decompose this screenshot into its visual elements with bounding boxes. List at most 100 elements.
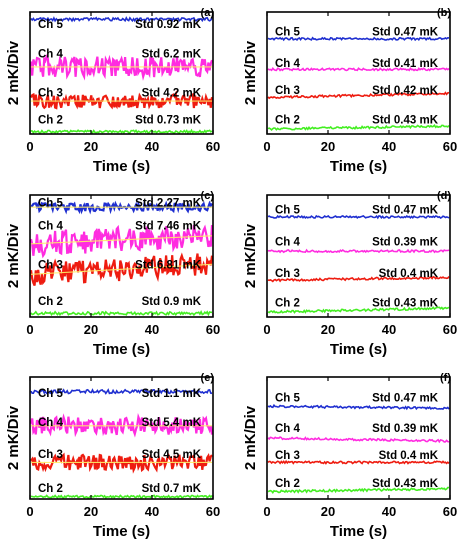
x-tick-label: 60	[206, 322, 220, 337]
x-tick-label: 20	[84, 504, 98, 519]
std-annotation: Std 0.7 mK	[142, 483, 202, 495]
series-label: Ch 2	[38, 483, 63, 495]
series-line	[29, 252, 214, 287]
std-annotation: Std 0.47 mK	[372, 27, 439, 39]
series-label: Ch 5	[275, 27, 301, 39]
axes-frame	[266, 194, 451, 318]
series-line	[267, 403, 450, 411]
series-line	[30, 494, 213, 499]
series-label: Ch 5	[38, 197, 64, 209]
panel-letter: (f)	[440, 372, 451, 384]
x-axis-label: Time (s)	[330, 158, 387, 175]
std-annotation: Std 0.92 mK	[135, 19, 202, 31]
series-label: Ch 4	[38, 48, 64, 60]
x-tick-label: 20	[321, 322, 335, 337]
series-line	[29, 53, 214, 81]
std-annotation: Std 0.39 mK	[372, 423, 439, 435]
series-label: Ch 3	[38, 260, 63, 272]
x-tick-label: 20	[321, 139, 335, 154]
std-annotation: Std 6.2 mK	[142, 48, 202, 60]
x-tick-label: 40	[382, 139, 396, 154]
std-annotation: Std 0.43 mK	[372, 478, 439, 490]
series-line	[30, 388, 213, 395]
x-tick-label: 60	[206, 139, 220, 154]
series-fit-line	[30, 235, 213, 245]
x-tick-label: 0	[26, 322, 33, 337]
x-tick-label: 0	[263, 504, 270, 519]
axes-frame	[29, 194, 214, 318]
std-annotation: Std 0.47 mK	[372, 205, 439, 217]
series-label: Ch 2	[275, 478, 300, 490]
std-annotation: Std 5.4 mK	[142, 417, 202, 429]
std-annotation: Std 0.39 mK	[372, 236, 439, 248]
x-tick-label: 0	[263, 139, 270, 154]
series-line	[267, 36, 450, 42]
x-tick-label: 40	[145, 504, 159, 519]
std-annotation: Std 0.4 mK	[379, 450, 439, 462]
series-label: Ch 2	[38, 114, 63, 126]
x-axis-label: Time (s)	[330, 341, 387, 358]
std-annotation: Std 4.2 mK	[142, 88, 202, 100]
series-label: Ch 3	[275, 268, 300, 280]
std-annotation: Std 0.9 mK	[142, 296, 202, 308]
x-axis-label: Time (s)	[93, 158, 150, 175]
std-annotation: Std 7.46 mK	[135, 221, 202, 233]
chart-panel-1: 0 20 40 60 Ch 5 Std 0.92 mK Ch 4 Std 6.2 mK Ch 3…	[5, 7, 220, 175]
x-tick-label: 40	[145, 322, 159, 337]
x-tick-label: 0	[26, 504, 33, 519]
std-annotation: Std 0.41 mK	[372, 58, 439, 70]
axes-frame	[266, 11, 451, 135]
x-tick-label: 40	[382, 504, 396, 519]
series-label: Ch 3	[38, 449, 63, 461]
x-axis-label: Time (s)	[93, 341, 150, 358]
series-label: Ch 3	[275, 85, 300, 97]
series-line	[267, 66, 450, 72]
series-label: Ch 5	[38, 388, 64, 400]
series-label: Ch 5	[275, 393, 301, 405]
panel-letter: (d)	[437, 190, 451, 202]
std-annotation: Std 0.42 mK	[372, 85, 439, 97]
x-axis-label: Time (s)	[330, 523, 387, 540]
chart-panel-4: 0 20 40 60 Ch 5 Std 0.47 mK Ch 4 Std 0.39 mK Ch …	[242, 190, 457, 358]
panel-letter: (e)	[201, 372, 215, 384]
x-tick-label: 20	[84, 322, 98, 337]
series-line	[267, 91, 450, 100]
x-tick-label: 60	[443, 322, 457, 337]
series-line	[267, 248, 450, 254]
std-annotation: Std 0.4 mK	[379, 268, 439, 280]
series-line	[30, 452, 213, 474]
series-line	[30, 200, 213, 215]
axes-frame	[29, 376, 214, 500]
series-line	[267, 459, 450, 465]
chart-panel-3: 0 20 40 60 Ch 5 Std 2.27 mK Ch 4 Std 7.46 mK Ch …	[5, 190, 220, 358]
x-tick-label: 20	[84, 139, 98, 154]
series-label: Ch 3	[275, 450, 300, 462]
y-axis-label: 2 mK/Div	[5, 40, 22, 105]
std-annotation: Std 2.27 mK	[135, 197, 202, 209]
y-axis-label: 2 mK/Div	[5, 405, 22, 470]
series-label: Ch 2	[275, 297, 300, 309]
x-tick-label: 40	[145, 139, 159, 154]
series-label: Ch 4	[38, 417, 64, 429]
chart-panel-6: 0 20 40 60 Ch 5 Std 0.47 mK Ch 4 Std 0.39 mK Ch …	[242, 372, 457, 540]
std-annotation: Std 1.1 mK	[142, 388, 202, 400]
series-line	[29, 224, 214, 259]
std-annotation: Std 0.43 mK	[372, 114, 439, 126]
series-line	[30, 16, 213, 23]
series-line	[30, 309, 212, 317]
std-annotation: Std 0.73 mK	[135, 114, 202, 126]
std-annotation: Std 0.47 mK	[372, 393, 439, 405]
x-tick-label: 60	[443, 504, 457, 519]
axes-frame	[266, 376, 451, 500]
series-label: Ch 2	[38, 296, 63, 308]
series-label: Ch 4	[275, 58, 301, 70]
series-line	[267, 436, 450, 444]
std-annotation: Std 0.43 mK	[372, 297, 439, 309]
x-axis-label: Time (s)	[93, 523, 150, 540]
series-fit-line	[30, 263, 213, 275]
series-label: Ch 4	[275, 423, 301, 435]
y-axis-label: 2 mK/Div	[242, 40, 259, 105]
series-line	[267, 275, 450, 283]
x-tick-label: 40	[382, 322, 396, 337]
